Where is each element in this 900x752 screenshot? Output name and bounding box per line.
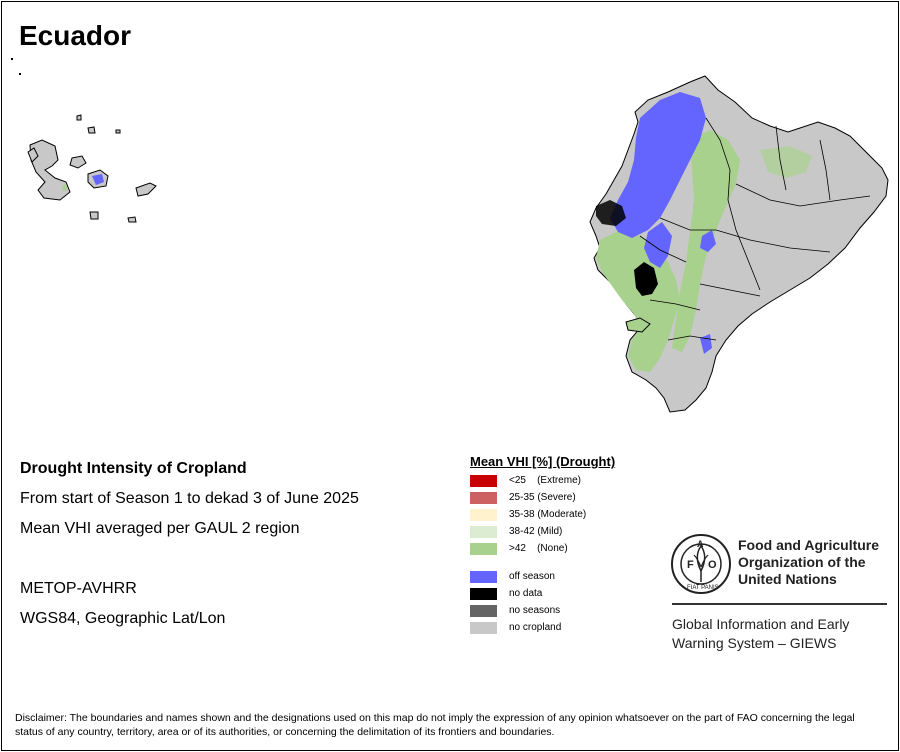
legend-swatch [470, 604, 497, 617]
off-season-north-coast [610, 92, 706, 238]
legend-swatch [470, 621, 497, 634]
small-islet [11, 58, 13, 60]
small-islet [19, 73, 21, 75]
off-season-highland-patch [700, 230, 716, 252]
legend-swatch [470, 508, 497, 521]
legend-item-mild: 38-42 (Mild) [470, 525, 562, 538]
fao-divider [672, 603, 887, 605]
legend-item-severe: 25-35 (Severe) [470, 491, 576, 504]
legend-item-no-cropland: no cropland [470, 621, 561, 634]
legend-label: no data [509, 588, 543, 599]
giews-line: Warning System – GIEWS [672, 635, 837, 651]
fernandina-island [27, 147, 39, 163]
svg-text:FIAT PANIS: FIAT PANIS [687, 585, 719, 591]
legend-swatch [470, 542, 497, 555]
map-subtitle: Drought Intensity of Cropland [20, 460, 247, 477]
isabela-island [29, 139, 71, 201]
giews-line: Global Information and Early [672, 616, 850, 632]
fao-name-line: United Nations [738, 571, 837, 587]
legend-swatch [470, 474, 497, 487]
galapagos-islands [27, 114, 157, 223]
legend-title: Mean VHI [%] (Drought) [470, 454, 616, 469]
legend-item-no-data: no data [470, 587, 542, 600]
fao-logo-icon: F A O FIAT PANIS [671, 534, 731, 594]
legend-item-off-season: off season [470, 570, 555, 583]
marchena-island [87, 126, 96, 134]
no-data-guayas [634, 262, 658, 296]
fao-name-line: Food and Agriculture [738, 537, 880, 553]
legend-label: 38-42 (Mild) [509, 526, 563, 537]
legend-label: no seasons [509, 605, 561, 616]
cropland-none-amazon [760, 146, 812, 178]
svg-text:O: O [708, 559, 717, 571]
svg-text:F: F [687, 559, 694, 571]
legend-label: 25-35 (Severe) [509, 492, 576, 503]
mainland-ecuador [589, 75, 889, 413]
no-data-west-coast [596, 200, 626, 226]
legend-item-no-seasons: no seasons [470, 604, 560, 617]
puna-island [625, 317, 651, 333]
map-title: Ecuador [19, 20, 132, 51]
svg-text:A: A [697, 539, 704, 549]
galapagos-off-season-patch [92, 174, 104, 185]
floreana-island [89, 211, 99, 220]
galapagos-crop-patch [62, 184, 67, 191]
legend-item-none: >42 (None) [470, 542, 568, 555]
projection-text: WGS84, Geographic Lat/Lon [20, 610, 226, 627]
off-season-central [644, 222, 672, 268]
espanola-island [127, 216, 137, 223]
genovesa-island [115, 129, 121, 134]
admin-boundaries [639, 117, 871, 341]
legend-swatch [470, 570, 497, 583]
legend-swatch [470, 587, 497, 600]
pinta-island [76, 114, 82, 121]
san-cristobal-island [135, 182, 157, 197]
santiago-island [69, 155, 87, 169]
legend-swatch [470, 525, 497, 538]
legend-label: no cropland [509, 622, 562, 633]
fao-organization-name: Food and Agriculture Organization of the… [738, 537, 879, 588]
fao-name-line: Organization of the [738, 554, 866, 570]
period-text: From start of Season 1 to dekad 3 of Jun… [20, 490, 359, 507]
legend-label: off season [509, 571, 555, 582]
method-text: Mean VHI averaged per GAUL 2 region [20, 520, 300, 537]
legend-label: <25 (Extreme) [509, 475, 581, 486]
legend-item-moderate: 35-38 (Moderate) [470, 508, 586, 521]
legend-label: 35-38 (Moderate) [509, 509, 587, 520]
legend-swatch [470, 491, 497, 504]
giews-name: Global Information and Early Warning Sys… [672, 615, 849, 653]
legend-item-extreme: <25 (Extreme) [470, 474, 581, 487]
legend-label: >42 (None) [509, 543, 568, 554]
sensor-text: METOP-AVHRR [20, 580, 137, 597]
disclaimer-text: Disclaimer: The boundaries and names sho… [15, 712, 855, 738]
